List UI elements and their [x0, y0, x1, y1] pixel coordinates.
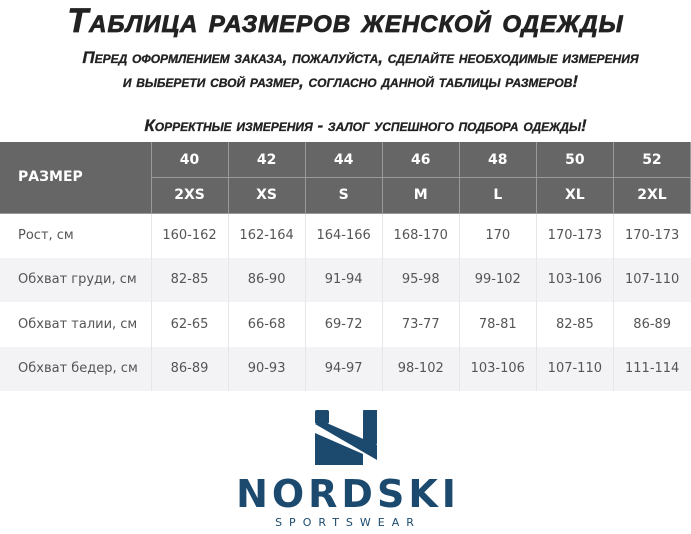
- logo-n-mark-icon: [315, 410, 377, 465]
- cell-value: 170: [458, 213, 537, 258]
- cell-value: 107-110: [535, 346, 614, 391]
- ru-size: 42: [227, 142, 306, 178]
- cell-value: 91-94: [304, 257, 383, 302]
- table-row: Обхват груди, см 82-85 86-90 91-94 95-98 99-1…: [0, 257, 691, 302]
- cell-value: 86-89: [612, 302, 691, 347]
- size-table: РАЗМЕР 40 42 44 46 48 50 52 2XS XS S M L…: [0, 142, 691, 391]
- logo-tagline: SPORTSWEAR: [275, 516, 421, 529]
- cell-value: 160-162: [150, 213, 229, 258]
- cell-value: 95-98: [381, 257, 460, 302]
- table-row: Рост, см 160-162 162-164 164-166 168-170 170 1…: [0, 213, 691, 258]
- tagline: Корректные измерения - залог успешного п…: [144, 116, 587, 135]
- intl-size: 2XS: [150, 177, 229, 214]
- cell-value: 90-93: [227, 346, 306, 391]
- row-label: Обхват груди, см: [0, 257, 151, 302]
- table-row: Обхват бедер, см 86-89 90-93 94-97 98-102 103…: [0, 346, 691, 391]
- intl-size: XS: [227, 177, 306, 214]
- row-label: Обхват талии, см: [18, 316, 138, 332]
- cell-value: 99-102: [458, 257, 537, 302]
- nordski-logo: NORDSKI SPORTSWEAR: [236, 410, 460, 529]
- row-label: Рост, см: [18, 228, 74, 243]
- cell-value: 82-85: [535, 302, 614, 347]
- intl-size: M: [381, 177, 460, 214]
- table-row: Обхват талии, см 62-65 66-68 69-72 73-77 78-8…: [0, 302, 691, 347]
- ru-size-row: РАЗМЕР 40 42 44 46 48 50 52: [0, 142, 691, 214]
- cell-value: 103-106: [458, 346, 537, 391]
- intl-size: XL: [535, 177, 614, 214]
- size-header-label: РАЗМЕР: [0, 142, 152, 214]
- intl-size: 2XL: [612, 177, 691, 214]
- cell-value: 103-106: [535, 257, 614, 302]
- cell-value: 98-102: [381, 346, 460, 391]
- instruction-line-1: Перед оформлением заказа, пожалуйста, сд…: [82, 48, 639, 67]
- cell-value: 111-114: [612, 346, 691, 391]
- intl-size: L: [458, 177, 537, 214]
- cell-value: 168-170: [381, 213, 460, 258]
- ru-size: 44: [304, 142, 383, 178]
- cell-value: 78-81: [458, 302, 537, 347]
- page-title: Таблица размеров женской одежды: [67, 2, 624, 41]
- cell-value: 164-166: [304, 213, 383, 258]
- cell-value: 94-97: [304, 346, 383, 391]
- cell-value: 170-173: [612, 213, 691, 258]
- cell-value: 86-89: [150, 346, 229, 391]
- ru-size: 50: [535, 142, 614, 178]
- intl-size: S: [304, 177, 383, 214]
- cell-value: 86-90: [227, 257, 306, 302]
- logo-brand: NORDSKI: [236, 472, 460, 516]
- ru-size: 48: [458, 142, 537, 178]
- ru-size: 52: [612, 142, 691, 178]
- cell-value: 162-164: [227, 213, 306, 258]
- cell-value: 66-68: [227, 302, 306, 347]
- cell-value: 62-65: [150, 302, 229, 347]
- cell-value: 107-110: [612, 257, 691, 302]
- instruction-line-2: и выберети свой размер, согласно данной …: [122, 72, 579, 91]
- cell-value: 82-85: [150, 257, 229, 302]
- ru-size: 40: [150, 142, 229, 178]
- intl-size-row: 2XS XS S M L XL 2XL: [0, 177, 691, 214]
- row-label: Обхват бедер, см: [0, 346, 151, 391]
- cell-value: 73-77: [381, 302, 460, 347]
- cell-value: 170-173: [535, 213, 614, 258]
- cell-value: 69-72: [304, 302, 383, 347]
- ru-size: 46: [381, 142, 460, 178]
